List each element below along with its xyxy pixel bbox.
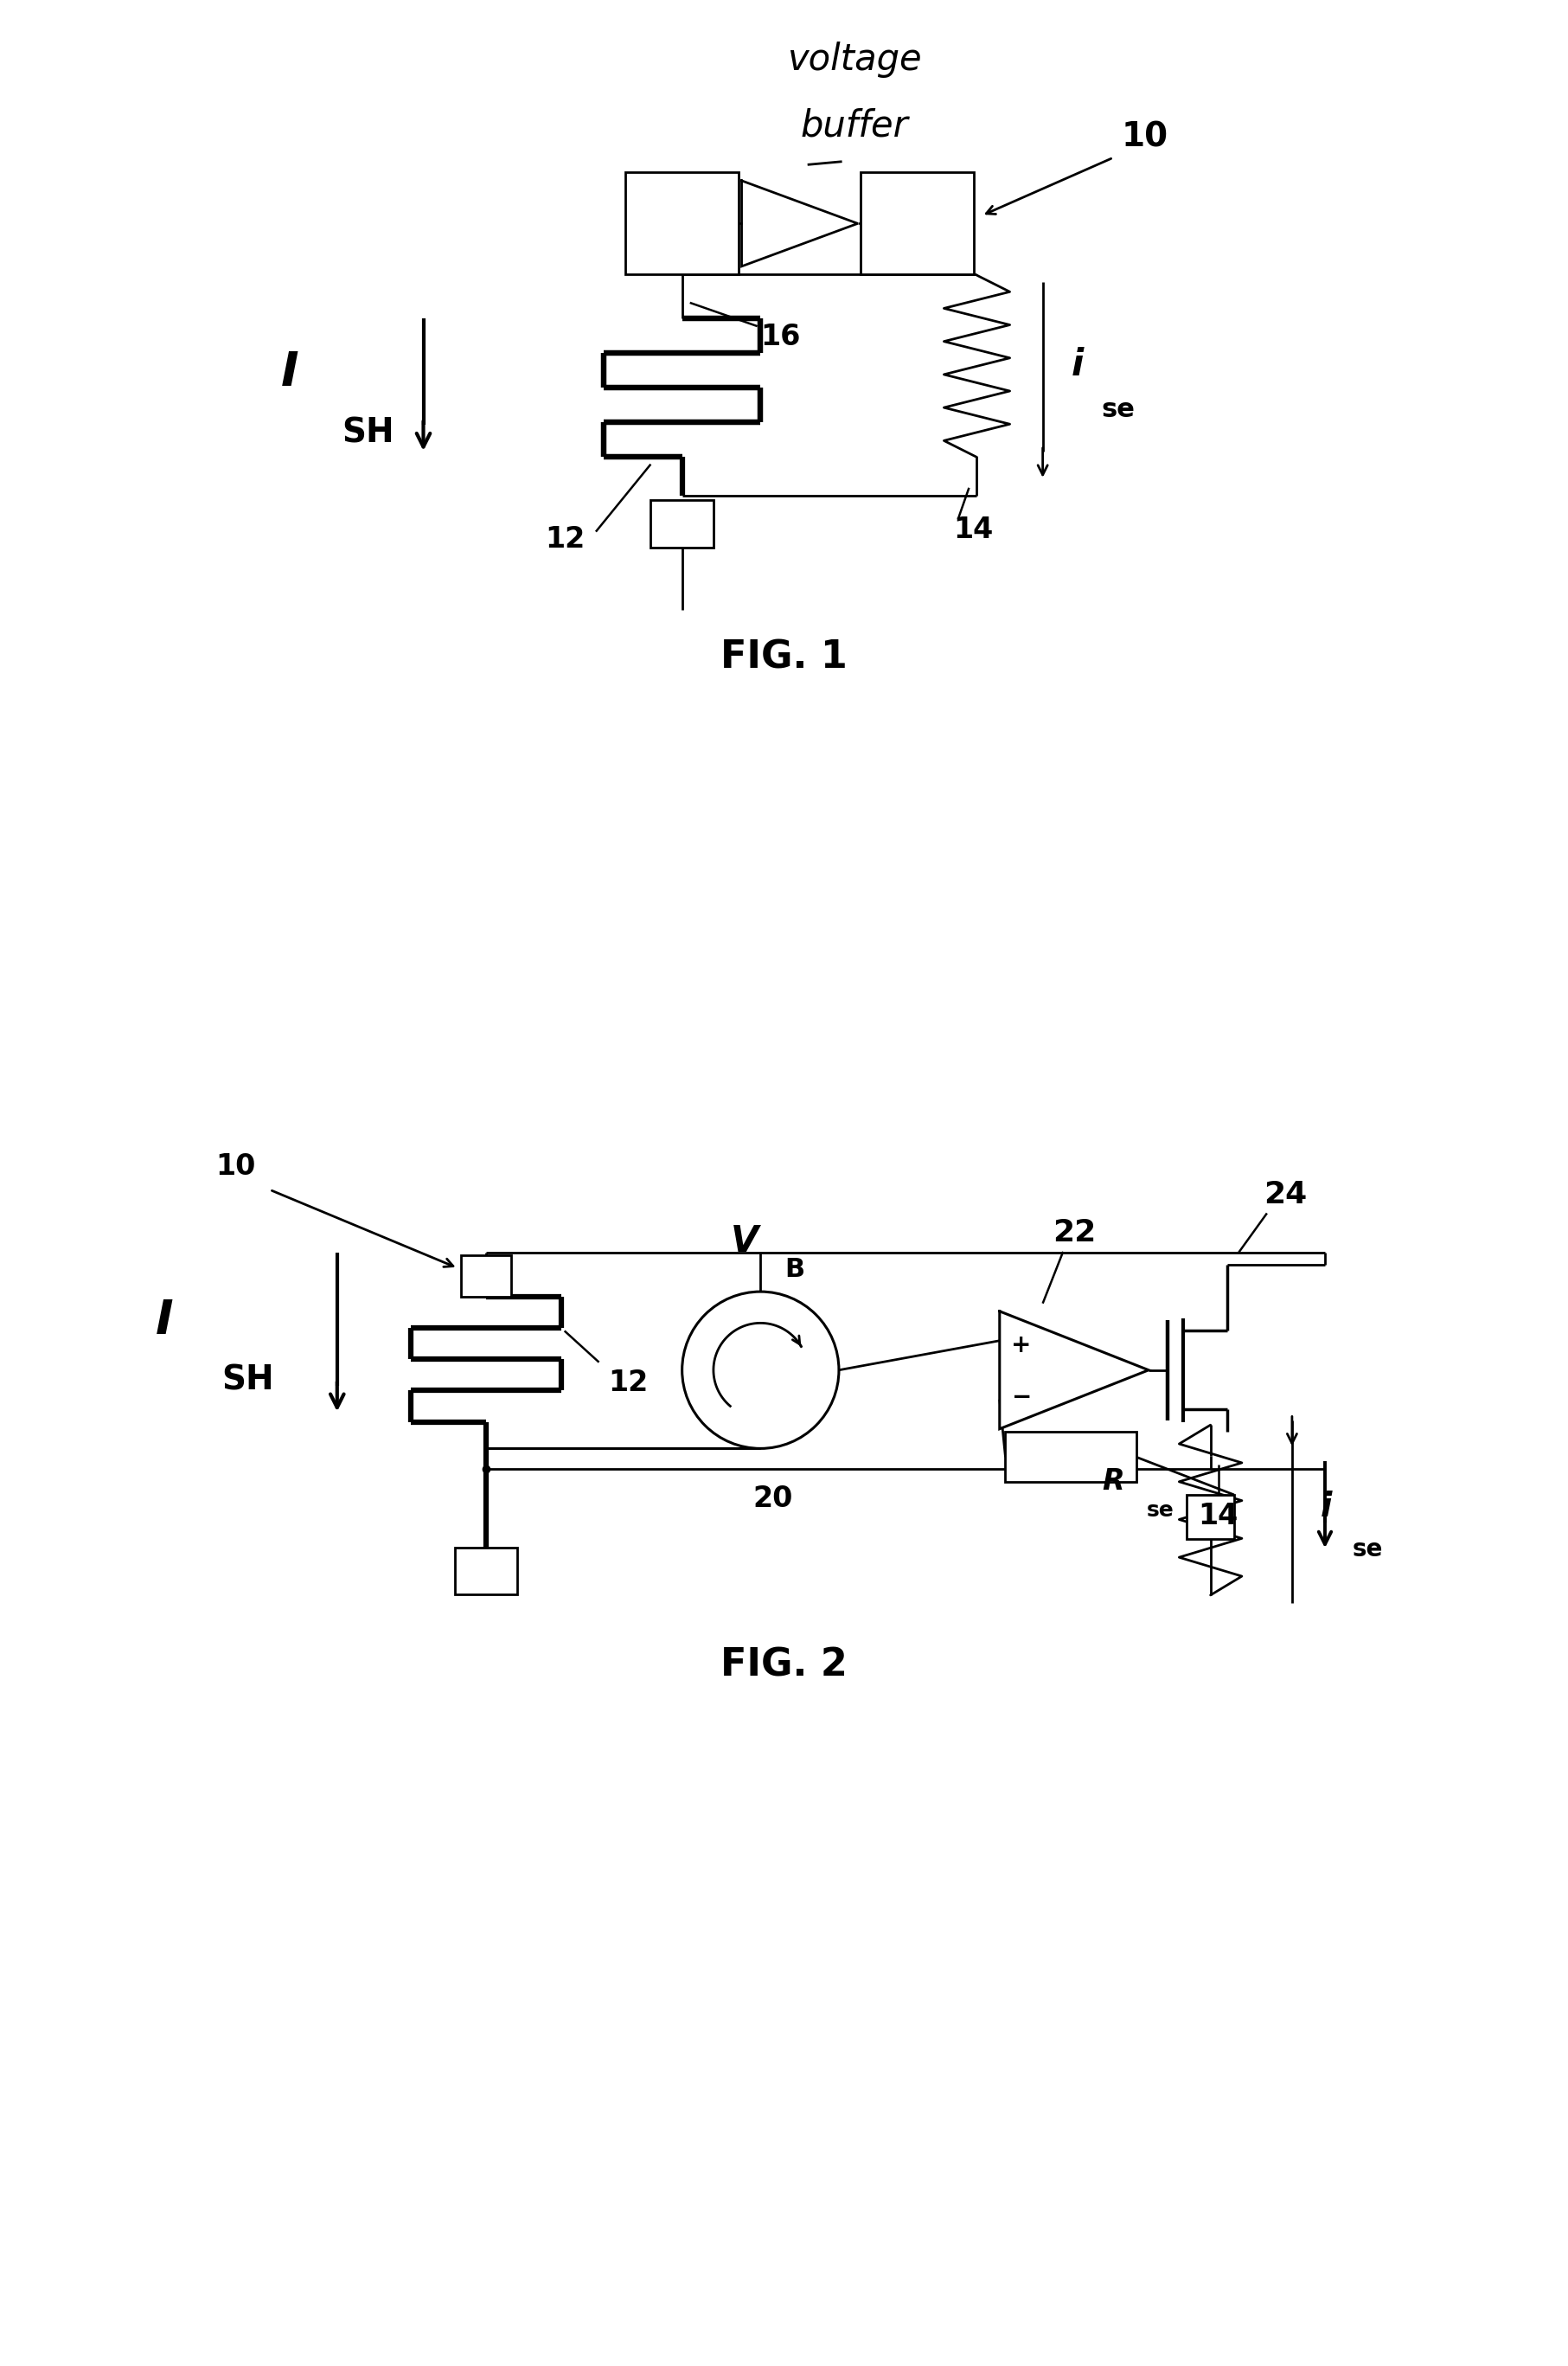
Text: i: i <box>1320 1491 1333 1524</box>
Polygon shape <box>1000 1311 1148 1429</box>
Text: FIG. 2: FIG. 2 <box>720 1647 848 1685</box>
Polygon shape <box>742 180 858 267</box>
Bar <box>1005 1431 1137 1481</box>
Text: 12: 12 <box>544 525 585 554</box>
Text: B: B <box>786 1256 804 1282</box>
Text: se: se <box>1146 1500 1174 1521</box>
Text: SH: SH <box>221 1363 274 1396</box>
Text: 16: 16 <box>760 322 801 353</box>
Text: 14: 14 <box>953 516 994 544</box>
Text: buffer: buffer <box>801 106 908 144</box>
Bar <box>626 173 739 274</box>
Text: 22: 22 <box>1052 1218 1096 1247</box>
Text: i: i <box>1071 348 1083 383</box>
Bar <box>461 1256 511 1297</box>
Bar <box>651 499 713 547</box>
Text: I: I <box>281 350 299 397</box>
Text: +: + <box>1011 1332 1032 1358</box>
Text: −: − <box>1011 1384 1032 1408</box>
Text: I: I <box>155 1297 174 1344</box>
Text: 10: 10 <box>215 1152 256 1181</box>
Text: voltage: voltage <box>787 43 922 78</box>
Text: 12: 12 <box>608 1368 649 1396</box>
Text: 24: 24 <box>1264 1181 1308 1209</box>
Text: SH: SH <box>342 416 395 450</box>
Text: 10: 10 <box>1121 121 1168 154</box>
Text: R: R <box>1102 1467 1124 1495</box>
Text: se: se <box>1101 397 1135 421</box>
Text: V: V <box>731 1223 759 1259</box>
Bar <box>455 1547 517 1595</box>
Bar <box>1187 1495 1234 1538</box>
Text: FIG. 1: FIG. 1 <box>720 639 848 677</box>
Bar <box>861 173 974 274</box>
Text: 20: 20 <box>753 1483 793 1512</box>
Text: se: se <box>1352 1538 1383 1562</box>
Text: 14: 14 <box>1198 1502 1239 1531</box>
